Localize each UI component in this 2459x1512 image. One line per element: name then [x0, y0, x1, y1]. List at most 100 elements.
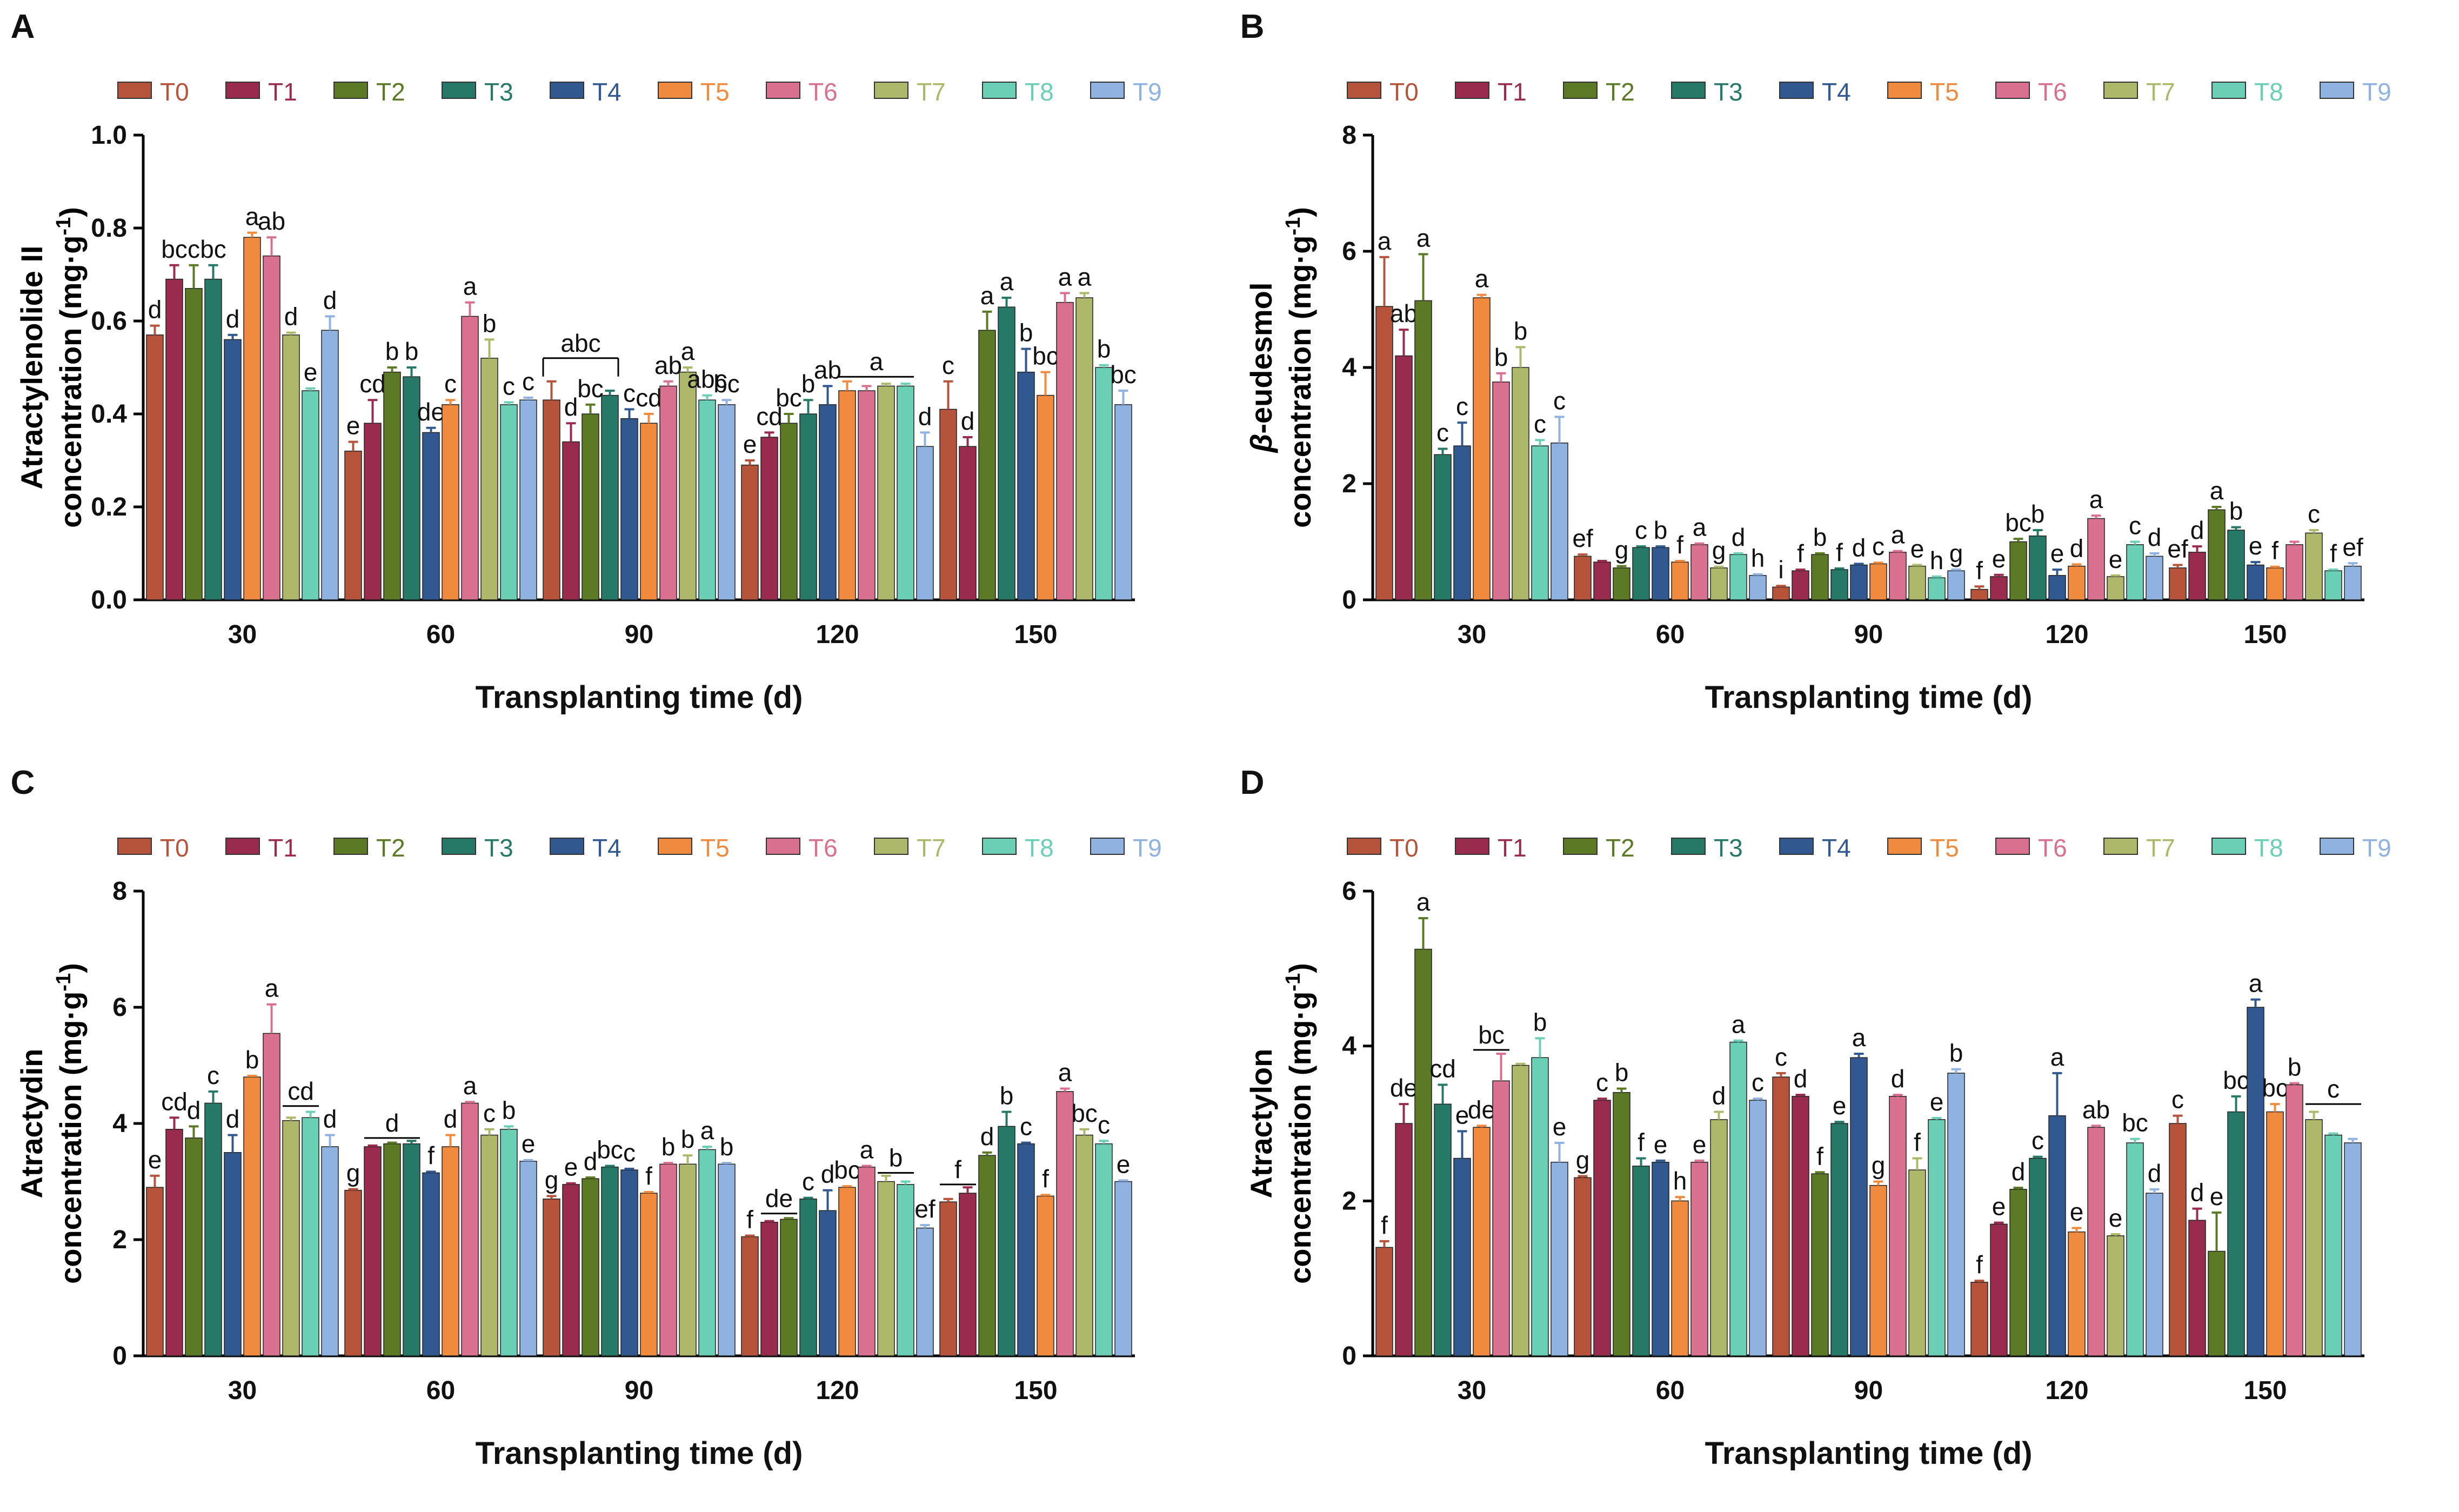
- legend-swatch-t5: [1887, 82, 1922, 99]
- bar-t6-30: [1492, 1080, 1510, 1356]
- bar-t5-90: [640, 423, 658, 600]
- significance-letter: e: [1455, 1101, 1469, 1129]
- bar-t9-150: [2344, 1142, 2362, 1356]
- significance-letter: c: [1456, 392, 1468, 420]
- bar-t0-150: [2169, 1123, 2187, 1356]
- bar-t3-150: [998, 306, 1015, 600]
- significance-letter: c: [2308, 500, 2320, 528]
- legend-label-t9: T9: [2362, 834, 2391, 862]
- bar-t3-60: [1632, 1166, 1650, 1356]
- legend-label-t9: T9: [1133, 78, 1162, 106]
- bar-t6-150: [1056, 1091, 1074, 1356]
- bar-t9-90: [1947, 570, 1965, 600]
- bar-t5-120: [2068, 1231, 2086, 1356]
- significance-letter: c: [522, 367, 534, 396]
- significance-letter: c: [1436, 419, 1449, 447]
- y-axis-label-end: ): [1283, 963, 1317, 973]
- x-tick-label: 60: [1656, 620, 1685, 649]
- y-axis-label-sup: -1: [52, 217, 75, 236]
- significance-letter: de: [417, 398, 445, 426]
- significance-letter: d: [444, 1105, 458, 1133]
- legend-label-t9: T9: [2362, 78, 2391, 106]
- significance-letter: bc: [2005, 509, 2032, 537]
- bar-t1-90: [562, 1184, 580, 1356]
- bar-t7-90: [679, 1163, 697, 1356]
- bar-t0-90: [1772, 586, 1790, 600]
- legend: T0 T1 T2 T3 T4 T5 T6 T7 T8 T9: [117, 834, 1162, 862]
- legend-label-t4: T4: [1822, 78, 1851, 106]
- legend-swatch-t7: [874, 838, 908, 855]
- bar-t4-120: [819, 1210, 837, 1356]
- significance-letter: b: [502, 1096, 516, 1124]
- significance-letter: a: [980, 282, 994, 310]
- significance-letter: ef: [2167, 535, 2188, 563]
- bar-t8-120: [2126, 544, 2144, 600]
- y-axis-label-line2: concentration (mg·g: [54, 992, 88, 1284]
- legend: T0 T1 T2 T3 T4 T5 T6 T7 T8 T9: [1347, 78, 2391, 106]
- x-tick-label: 150: [1014, 1376, 1057, 1405]
- bar-t0-30: [1375, 306, 1393, 600]
- bar-t1-90: [1792, 1096, 1809, 1356]
- legend-swatch-t4: [1779, 82, 1814, 99]
- y-axis-label-sup: -1: [1282, 217, 1305, 236]
- bar-t0-60: [1574, 556, 1592, 600]
- bar-t8-30: [302, 1117, 319, 1356]
- legend-swatch-t9: [2320, 82, 2354, 99]
- significance-letter: d: [1794, 1065, 1808, 1093]
- bar-t8-150: [1095, 367, 1113, 600]
- significance-letter: d: [2190, 516, 2204, 544]
- significance-letter: b: [1654, 516, 1668, 544]
- significance-letter: a: [2089, 485, 2103, 513]
- significance-letter: a: [2249, 969, 2263, 998]
- significance-letter: d: [821, 1160, 835, 1188]
- significance-letter: d: [226, 1105, 240, 1133]
- legend-swatch-t6: [766, 838, 800, 855]
- x-tick-label: 30: [228, 620, 257, 649]
- significance-letter: e: [1553, 1113, 1567, 1141]
- bar-t5-120: [838, 390, 856, 600]
- significance-letter: c: [1098, 1110, 1110, 1139]
- bar-t5-150: [1037, 1195, 1054, 1356]
- bar-t9-60: [1749, 1100, 1767, 1356]
- significance-letter: e: [1654, 1130, 1668, 1159]
- bar-t8-150: [1095, 1143, 1113, 1356]
- significance-letter: bc: [577, 374, 604, 403]
- significance-letter: bc: [200, 235, 226, 263]
- legend: T0 T1 T2 T3 T4 T5 T6 T7 T8 T9: [117, 78, 1162, 106]
- significance-letter: e: [2050, 539, 2064, 567]
- bar-t0-60: [1574, 1177, 1592, 1356]
- bar-t8-120: [2126, 1142, 2144, 1356]
- bar-t5-30: [243, 237, 261, 600]
- bar-t2-30: [185, 288, 203, 600]
- significance-letter: a: [1891, 521, 1905, 549]
- significance-letter: a: [860, 1135, 874, 1163]
- legend-label-t0: T0: [1389, 78, 1419, 106]
- significance-letter: f: [1976, 556, 1983, 584]
- significance-letter: bc: [713, 370, 740, 398]
- significance-letter: e: [1833, 1092, 1847, 1120]
- bar-t6-120: [858, 1166, 876, 1356]
- significance-letter: d: [226, 305, 240, 333]
- significance-letter: a: [1416, 888, 1431, 916]
- bar-t2-150: [2208, 1250, 2226, 1356]
- significance-letter: a: [2050, 1043, 2064, 1071]
- bar-t4-90: [1850, 1057, 1868, 1356]
- bar-t2-90: [582, 413, 599, 600]
- bar-t4-90: [620, 1169, 638, 1356]
- bar-t7-30: [282, 1120, 300, 1356]
- significance-letter: g: [1949, 539, 1963, 567]
- legend-swatch-t4: [1779, 838, 1814, 855]
- bar-t6-90: [1889, 552, 1907, 600]
- y-axis-label-line1-text: -eudesmol: [1244, 283, 1278, 434]
- bar-t0-30: [1375, 1247, 1393, 1356]
- significance-letter: a: [1416, 224, 1431, 252]
- legend-swatch-t1: [225, 838, 260, 855]
- bar-t7-120: [2107, 1235, 2124, 1356]
- bar-t8-90: [698, 399, 716, 600]
- legend-label-t0: T0: [160, 834, 189, 862]
- y-tick-label: 4: [1342, 353, 1357, 382]
- significance-letter: bc: [597, 1135, 623, 1163]
- bar-t2-30: [1414, 300, 1432, 600]
- significance-letter: a: [1852, 1023, 1866, 1052]
- legend-swatch-t6: [1995, 838, 2030, 855]
